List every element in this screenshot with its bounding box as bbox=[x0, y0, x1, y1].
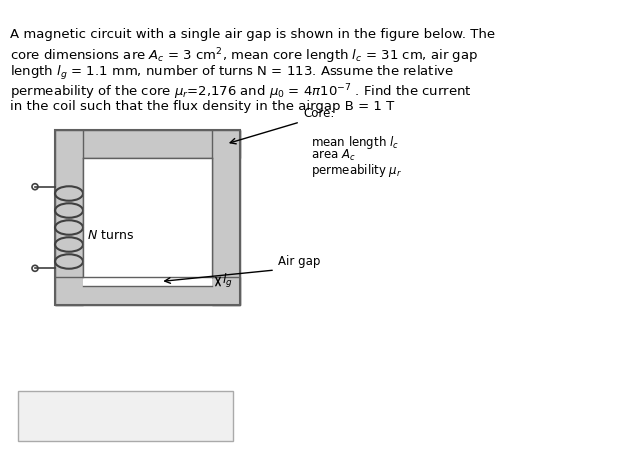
Text: mean length $l_c$: mean length $l_c$ bbox=[311, 134, 399, 151]
Bar bbox=[83, 158, 212, 277]
Text: length $l_g$ = 1.1 mm, number of turns N = 113. Assume the relative: length $l_g$ = 1.1 mm, number of turns N… bbox=[10, 64, 454, 82]
Text: $l_g$: $l_g$ bbox=[222, 273, 233, 290]
Bar bbox=[55, 130, 83, 305]
Bar bbox=[212, 130, 240, 305]
Bar bbox=[83, 277, 212, 286]
Bar bbox=[55, 130, 240, 305]
FancyBboxPatch shape bbox=[18, 391, 233, 441]
Text: permeability $\mu_r$: permeability $\mu_r$ bbox=[311, 162, 402, 179]
Text: $N$ turns: $N$ turns bbox=[87, 229, 134, 242]
Text: permeability of the core $\mu_r$=2,176 and $\mu_0$ = $4\pi10^{-7}$ . Find the cu: permeability of the core $\mu_r$=2,176 a… bbox=[10, 82, 472, 101]
Bar bbox=[55, 277, 240, 305]
Text: area $A_c$: area $A_c$ bbox=[311, 148, 356, 163]
Text: Air gap: Air gap bbox=[278, 255, 321, 268]
Bar bbox=[55, 130, 240, 158]
Text: in the coil such that the flux density in the airgap B = 1 T: in the coil such that the flux density i… bbox=[10, 100, 394, 113]
Text: core dimensions are $A_c$ = 3 cm$^2$, mean core length $l_c$ = 31 cm, air gap: core dimensions are $A_c$ = 3 cm$^2$, me… bbox=[10, 46, 478, 66]
Text: A magnetic circuit with a single air gap is shown in the figure below. The: A magnetic circuit with a single air gap… bbox=[10, 28, 495, 41]
Text: Core:: Core: bbox=[303, 107, 335, 120]
